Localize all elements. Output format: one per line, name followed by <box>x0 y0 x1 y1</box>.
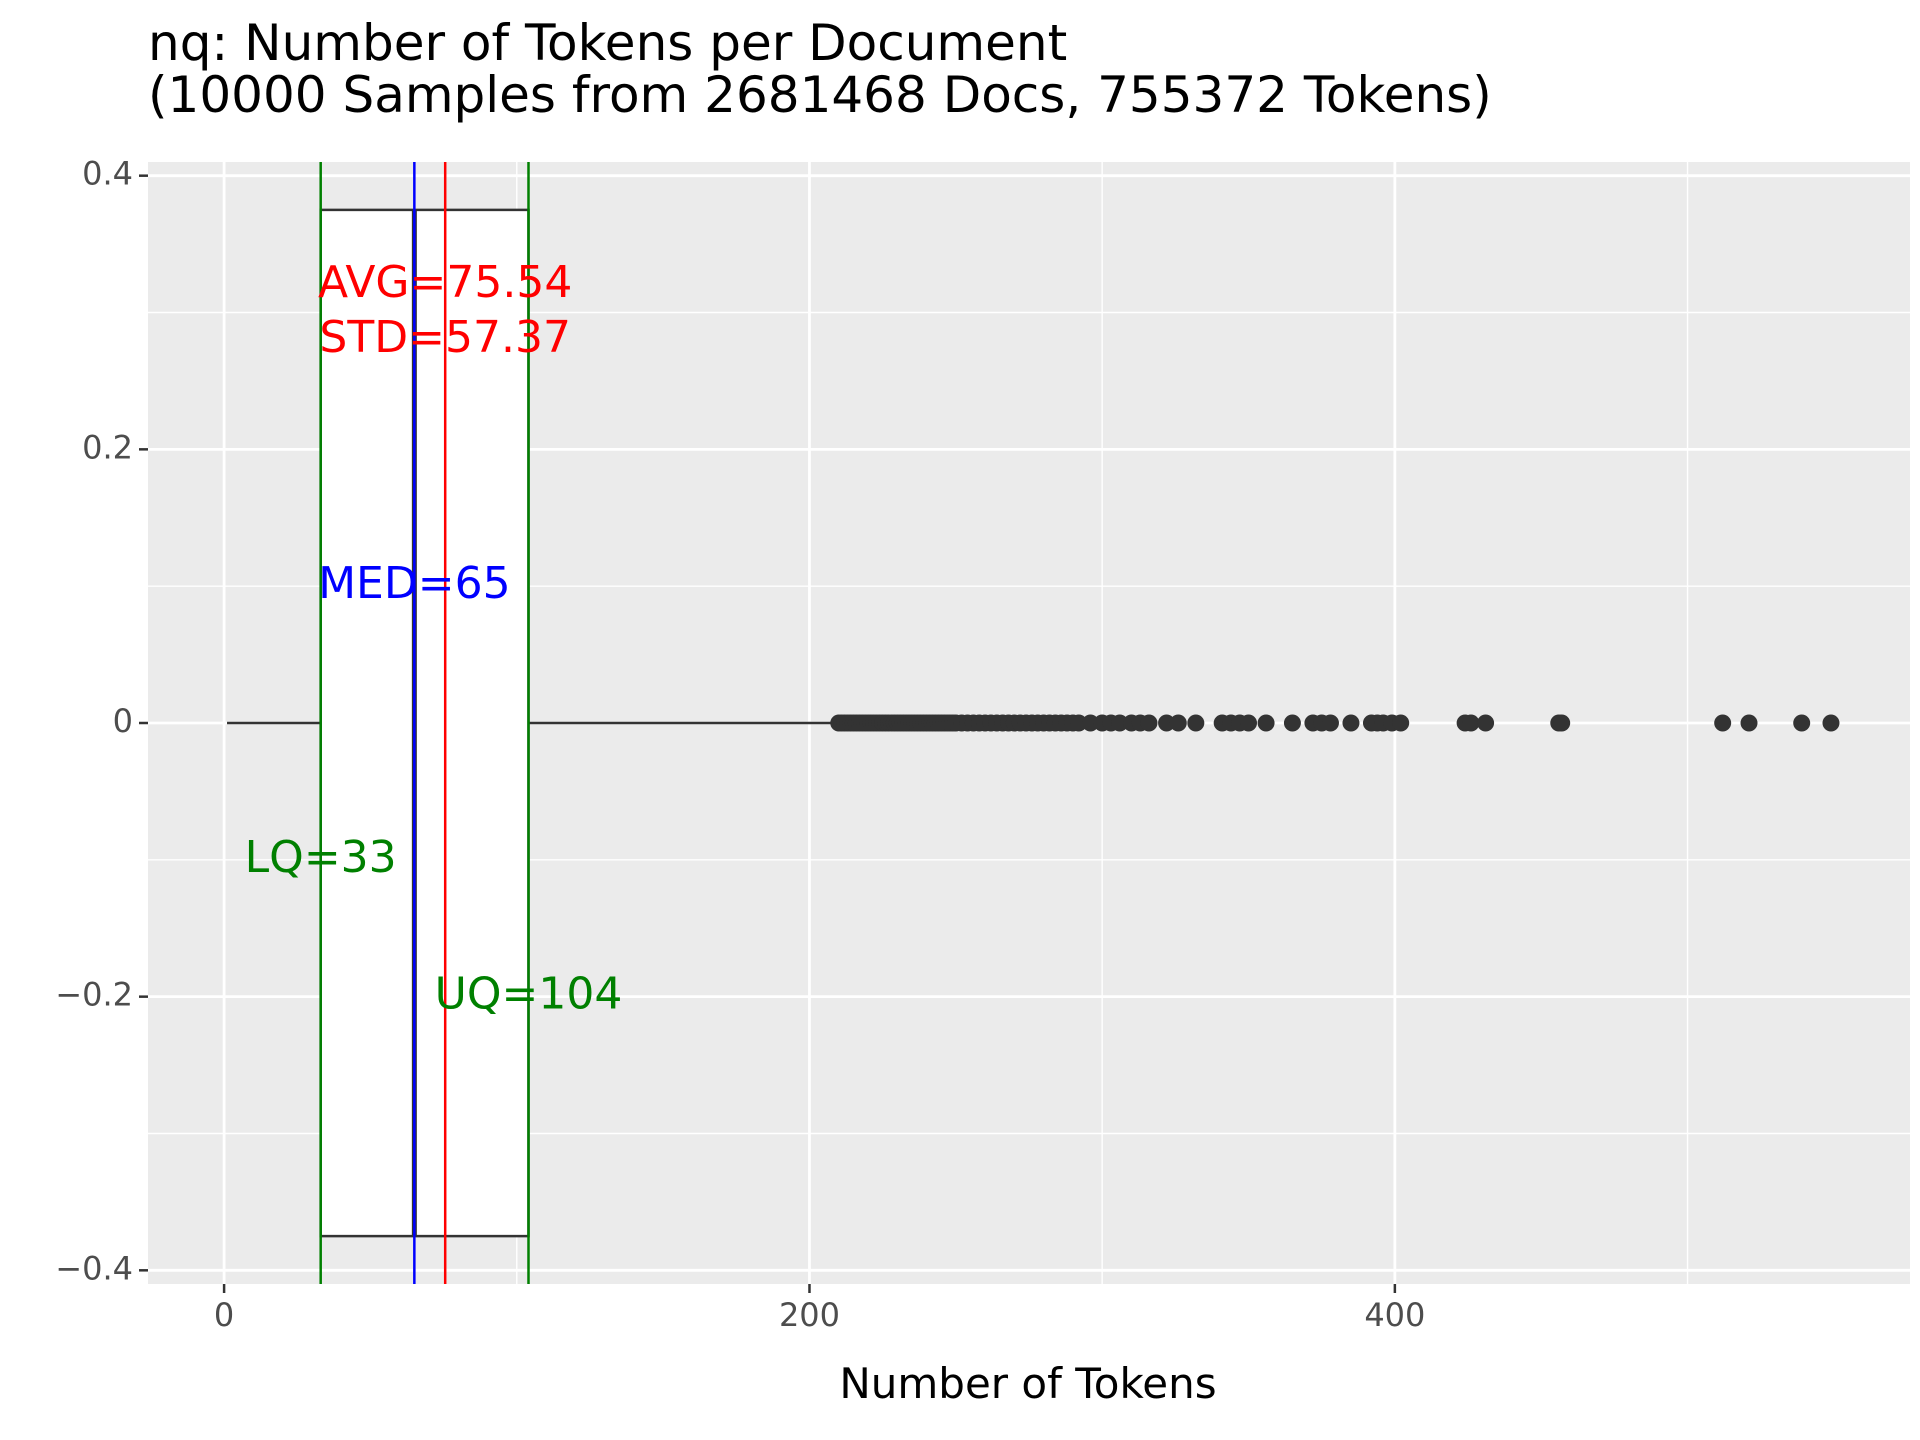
outlier-point <box>1793 714 1811 732</box>
outlier-point <box>1392 714 1410 732</box>
y-tick-label: 0 <box>113 702 133 740</box>
outlier-point <box>1111 714 1129 732</box>
outlier-point <box>1477 714 1495 732</box>
x-tick-label: 400 <box>1364 1296 1425 1334</box>
y-tick-label: 0.2 <box>82 428 133 466</box>
x-tick-label: 0 <box>214 1296 234 1334</box>
outlier-point <box>1081 714 1099 732</box>
outlier-point <box>1240 714 1258 732</box>
outlier-point <box>1070 714 1088 732</box>
y-tick-label: −0.4 <box>55 1249 133 1287</box>
outlier-point <box>1321 714 1339 732</box>
annotation-lq: LQ=33 <box>245 832 397 883</box>
outlier-point <box>1187 714 1205 732</box>
x-tick-label: 200 <box>779 1296 840 1334</box>
outlier-point <box>1740 714 1758 732</box>
y-tick-label: 0.4 <box>82 155 133 193</box>
outlier-point <box>1342 714 1360 732</box>
annotation-uq: UQ=104 <box>435 969 623 1020</box>
outlier-point <box>1462 714 1480 732</box>
annotation-avg: AVG=75.54 <box>318 257 572 308</box>
chart-subtitle: (10000 Samples from 2681468 Docs, 755372… <box>148 66 1492 124</box>
outlier-point <box>1714 714 1732 732</box>
x-axis-title: Number of Tokens <box>839 1359 1216 1408</box>
outlier-point <box>1158 714 1176 732</box>
outlier-point <box>1283 714 1301 732</box>
outlier-point <box>1822 714 1840 732</box>
outlier-point <box>1169 714 1187 732</box>
chart-title: nq: Number of Tokens per Document <box>148 14 1068 72</box>
outlier-point <box>1140 714 1158 732</box>
box-rect <box>319 208 530 1238</box>
outlier-point <box>1553 714 1571 732</box>
annotation-med: MED=65 <box>318 558 511 609</box>
y-tick-label: −0.2 <box>55 976 133 1014</box>
annotation-std: STD=57.37 <box>319 312 571 363</box>
outlier-point <box>1257 714 1275 732</box>
